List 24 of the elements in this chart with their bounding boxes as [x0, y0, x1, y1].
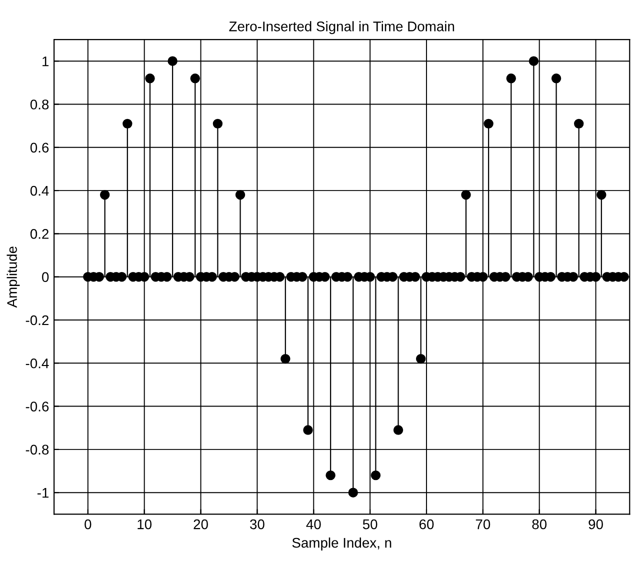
y-tick-label: 0.4	[30, 186, 49, 196]
chart-title: Zero-Inserted Signal in Time Domain	[229, 21, 454, 34]
x-tick-label: 10	[138, 519, 152, 530]
y-tick-label: 0	[42, 272, 49, 282]
x-axis-title: Sample Index, n	[292, 538, 392, 550]
x-tick-label: 80	[532, 519, 547, 530]
y-tick-label: -0.4	[26, 358, 49, 368]
y-tick-label: 0.8	[30, 100, 49, 110]
x-tick-label: 50	[362, 519, 378, 530]
y-tick-label: -0.6	[26, 402, 49, 412]
y-tick-label: -1	[37, 488, 49, 498]
y-tick-label: 1	[42, 56, 49, 66]
x-tick-label: 30	[250, 519, 264, 530]
x-tick-label: 90	[588, 519, 603, 530]
x-tick-label: 20	[194, 519, 208, 530]
y-tick-label: 0.6	[30, 142, 49, 153]
y-tick-label: -0.2	[26, 315, 49, 326]
y-axis-title: Amplitude	[6, 246, 20, 308]
y-tick-label: 0.2	[30, 229, 49, 239]
x-tick-label: 60	[419, 519, 434, 530]
x-tick-label: 40	[306, 519, 321, 530]
x-tick-label: 70	[476, 519, 490, 530]
y-tick-label: -0.8	[26, 444, 49, 455]
x-tick-label: 0	[84, 519, 92, 530]
